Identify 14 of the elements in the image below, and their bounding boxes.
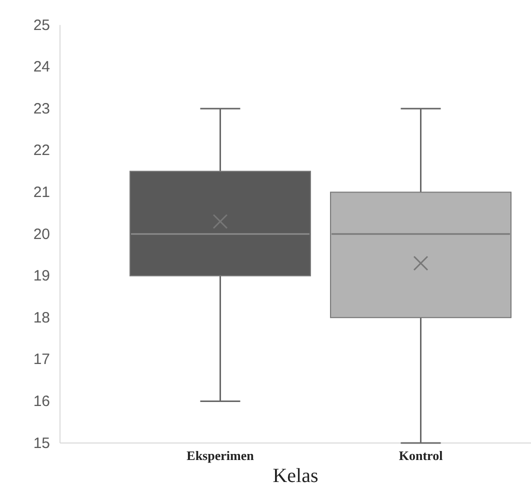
y-tick-label: 15 <box>33 434 50 452</box>
x-tick-label: Eksperimen <box>186 448 255 464</box>
y-tick-label: 20 <box>33 226 50 243</box>
y-tick-label: 21 <box>33 184 50 201</box>
x-tick-label: Kontrol <box>398 448 444 464</box>
y-tick-label: 17 <box>33 351 50 368</box>
y-tick-label: 16 <box>33 393 50 410</box>
y-tick-label: 23 <box>33 100 50 118</box>
y-tick-label: 22 <box>33 142 50 160</box>
y-tick-label: 18 <box>33 309 50 326</box>
y-tick-label: 25 <box>33 16 50 34</box>
x-axis-title: Kelas <box>272 465 318 487</box>
y-tick-label: 24 <box>33 58 50 76</box>
y-tick-label: 19 <box>33 268 50 285</box>
